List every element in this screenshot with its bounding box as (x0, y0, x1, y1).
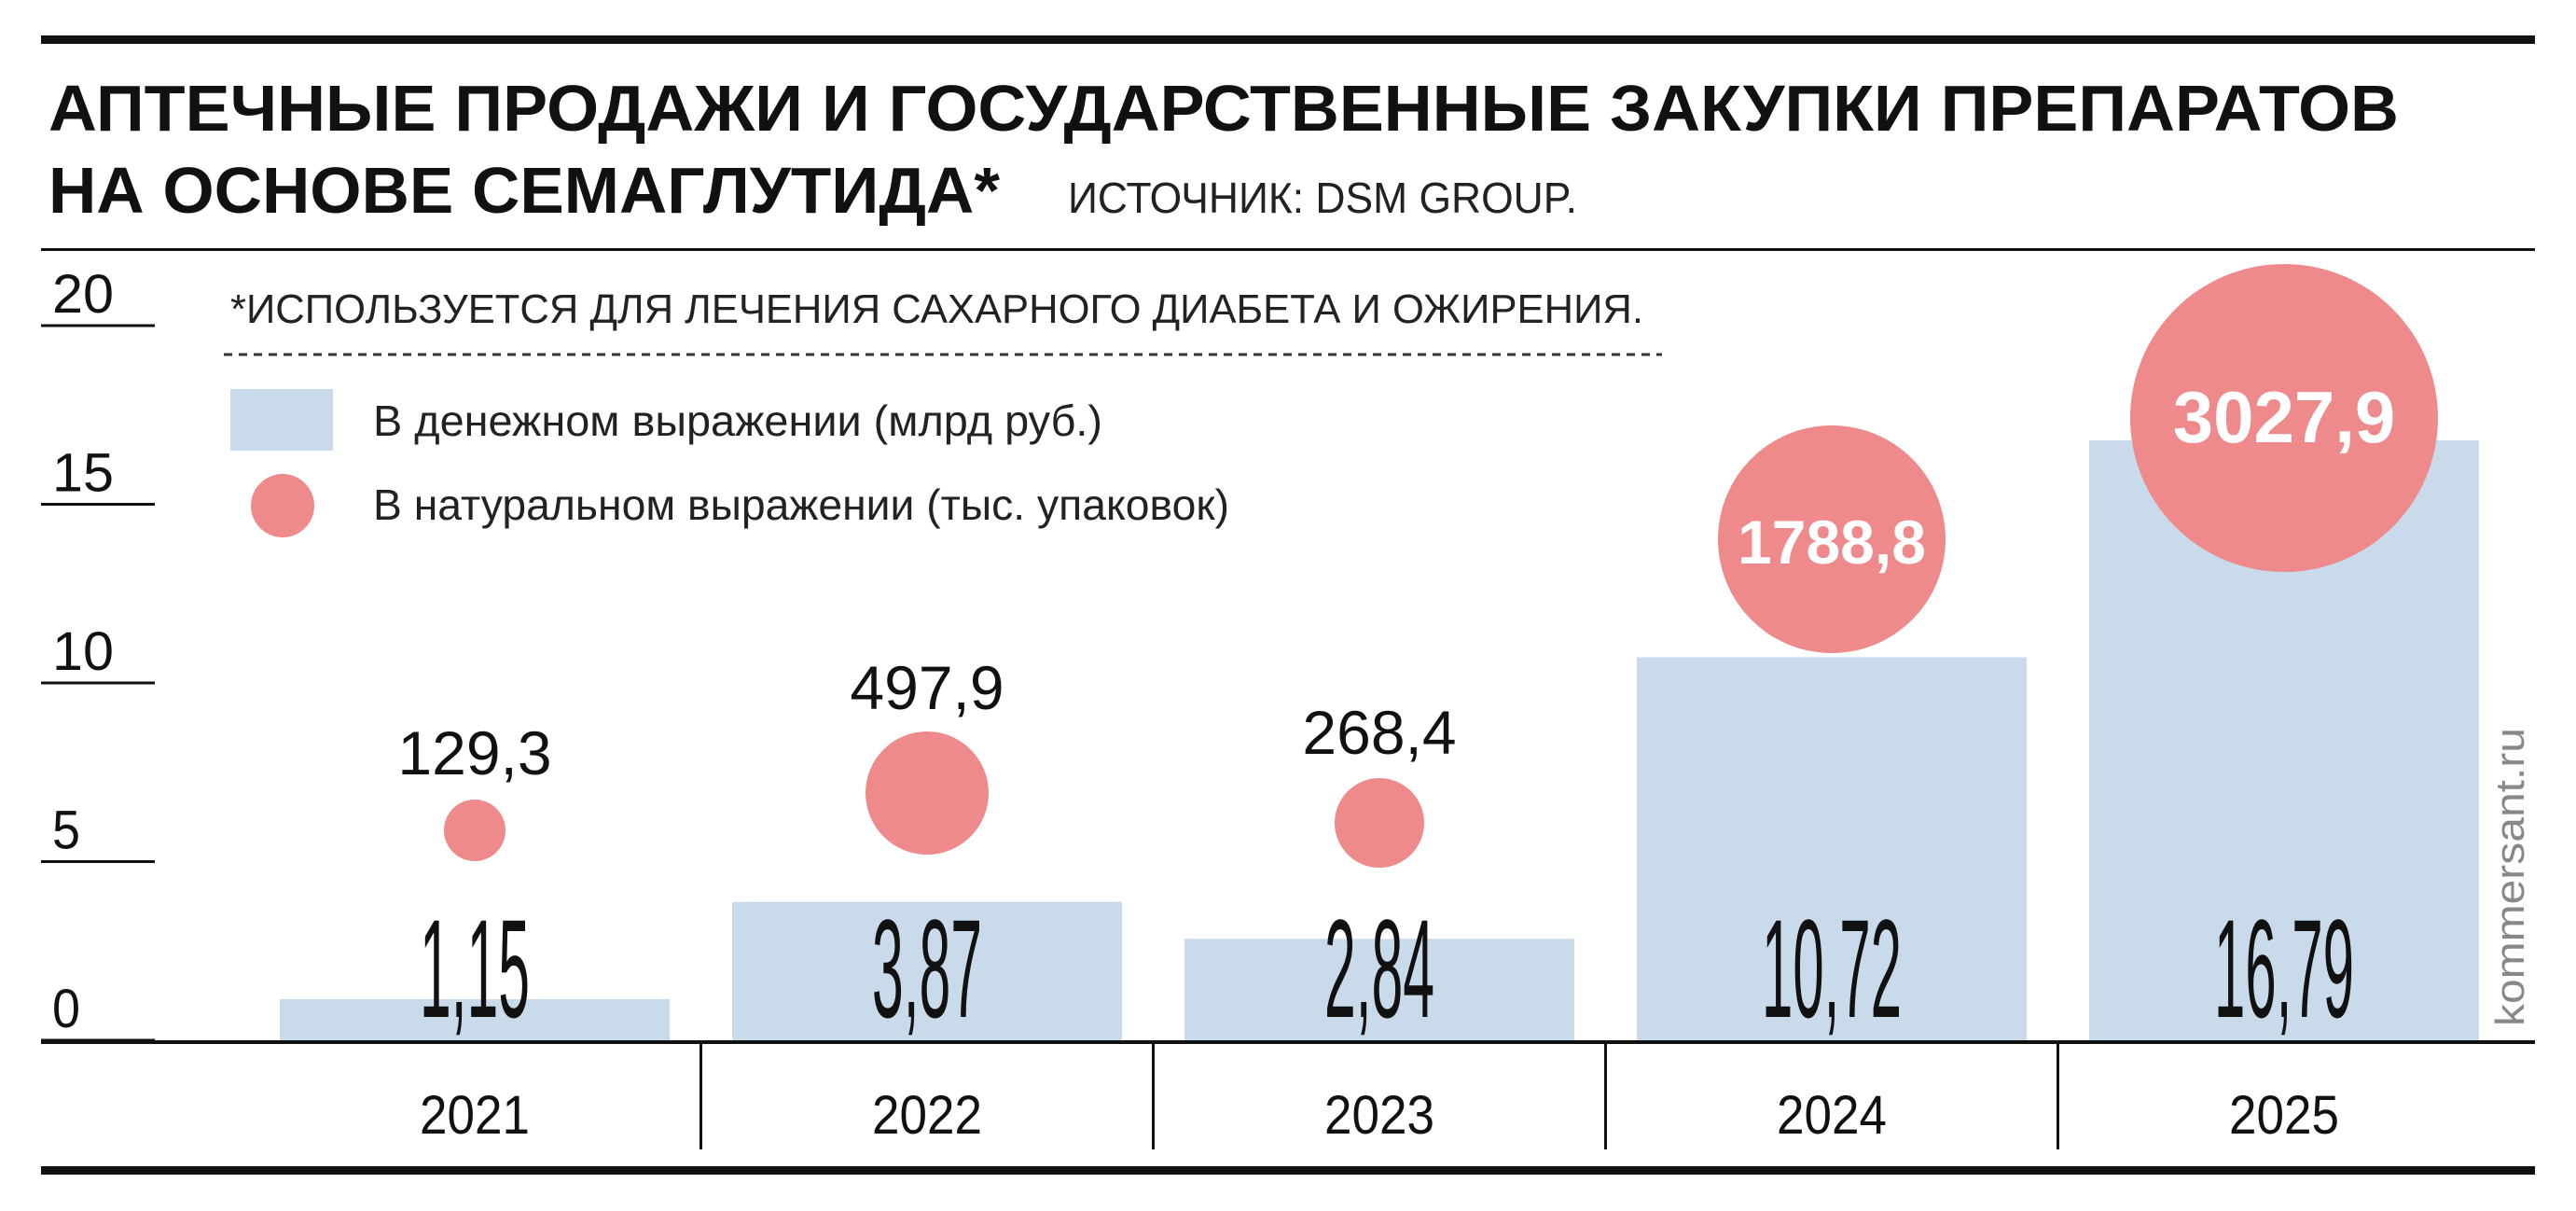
bubble-value-label: 1788,8 (1738, 508, 1926, 577)
x-tick-label: 2022 (872, 1085, 982, 1146)
x-tick-label: 2024 (1777, 1085, 1887, 1146)
legend-bubble-swatch (251, 474, 314, 537)
bar (1184, 939, 1574, 1040)
bar-value-label: 16,79 (2214, 890, 2354, 1047)
bubble-value-label: 497,9 (850, 653, 1004, 722)
y-tick-label: 15 (52, 443, 114, 504)
legend-bar-swatch (230, 389, 333, 451)
bar-value-label: 10,72 (1762, 890, 1902, 1047)
y-tick-label: 20 (52, 264, 114, 325)
top-rule (41, 35, 2535, 44)
bar-value-label: 1,15 (420, 890, 530, 1047)
bubble (2130, 264, 2438, 572)
bubble-value-label: 129,3 (397, 718, 551, 787)
watermark: kommersant.ru (2487, 728, 2533, 1026)
plot-area: 0 5 10 15 20 1,15 2021 129,3 3,87 2022 497,9 2,84 20… (41, 264, 2535, 1149)
chart-title-line2: НА ОСНОВЕ СЕМАГЛУТИДА* (48, 154, 1001, 227)
y-tick-label: 0 (52, 979, 80, 1039)
bubble-value-label: 268,4 (1302, 698, 1456, 767)
source-note: ИСТОЧНИК: DSM GROUP. (1068, 174, 1577, 222)
legend-bubble-label: В натуральном выражении (тыс. упаковок) (373, 480, 1229, 529)
bubble-value-label: 3027,9 (2173, 376, 2396, 458)
bottom-rule (41, 1166, 2535, 1175)
bar-value-label: 2,84 (1324, 890, 1434, 1047)
legend-bar-label: В денежном выражении (млрд руб.) (373, 397, 1102, 445)
y-tick-label: 5 (52, 800, 80, 861)
y-tick-label: 10 (52, 621, 114, 682)
bubble (1335, 778, 1424, 868)
chart-title-line1: АПТЕЧНЫЕ ПРОДАЖИ И ГОСУДАРСТВЕННЫЕ ЗАКУП… (48, 72, 2399, 145)
x-tick-label: 2021 (420, 1085, 530, 1146)
bar (732, 901, 1122, 1040)
bubble (444, 800, 506, 861)
bubble (866, 731, 989, 855)
footnote: *ИСПОЛЬЗУЕТСЯ ДЛЯ ЛЕЧЕНИЯ САХАРНОГО ДИАБ… (230, 286, 1643, 332)
bar (280, 998, 670, 1040)
x-tick-label: 2025 (2229, 1085, 2339, 1146)
bar (1637, 657, 2027, 1040)
title-rule (41, 248, 2535, 251)
bubble (1718, 425, 1946, 653)
bar-value-label: 3,87 (872, 890, 982, 1047)
x-tick-label: 2023 (1324, 1085, 1434, 1146)
